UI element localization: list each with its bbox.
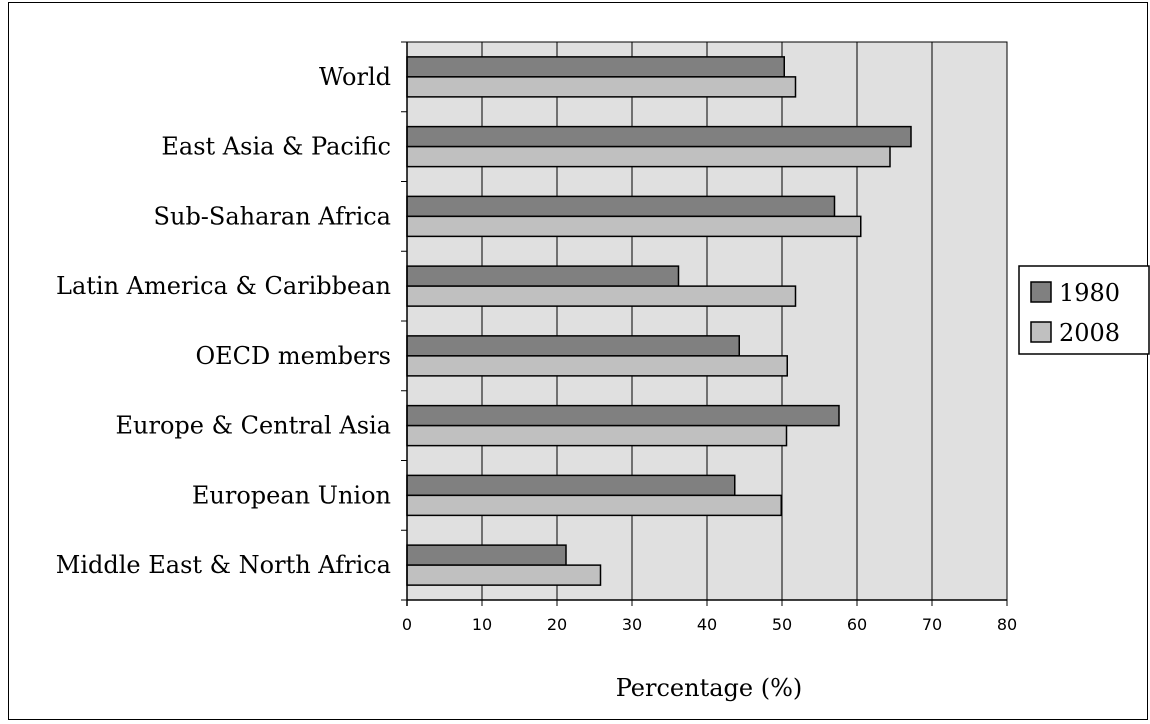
legend-label-2008: 2008 <box>1059 319 1120 347</box>
bar-1980-2 <box>406 195 836 218</box>
category-label-0: World <box>319 63 391 91</box>
bar-2008-5 <box>406 424 788 447</box>
bar-1980-0 <box>406 56 785 78</box>
category-label-1: East Asia & Pacific <box>161 133 391 161</box>
bar-1980-6 <box>406 474 736 497</box>
bar-2008-1 <box>406 145 891 168</box>
category-label-6: European Union <box>192 481 391 509</box>
category-label-2: Sub-Saharan Africa <box>154 202 391 230</box>
x-tick-label-80: 80 <box>997 615 1017 634</box>
x-tick-label-70: 70 <box>922 615 942 634</box>
axes: World East Asia & Pacific Sub-Saharan Afri… <box>56 41 1017 702</box>
bar-1980-1 <box>406 125 912 148</box>
category-label-4: OECD members <box>195 342 391 370</box>
x-tick-label-50: 50 <box>772 615 792 634</box>
bar-1980-3 <box>406 265 680 287</box>
legend-swatch-2008 <box>1030 321 1052 343</box>
bar-1980-7 <box>406 544 567 566</box>
bar-1980-5 <box>406 404 840 427</box>
x-tick-label-40: 40 <box>697 615 717 634</box>
x-tick-label-0: 0 <box>402 615 412 634</box>
legend-swatch-1980 <box>1030 281 1052 303</box>
bar-2008-3 <box>406 285 797 307</box>
bar-2008-6 <box>406 494 782 517</box>
x-tick-label-60: 60 <box>847 615 867 634</box>
plot-area <box>406 41 1008 601</box>
x-axis-title: Percentage (%) <box>616 674 803 702</box>
x-tick-label-30: 30 <box>622 615 642 634</box>
category-label-3: Latin America & Caribbean <box>56 272 391 300</box>
bar-1980-4 <box>406 335 740 357</box>
bar-2008-2 <box>406 215 862 238</box>
category-label-7: Middle East & North Africa <box>56 551 391 579</box>
legend-label-1980: 1980 <box>1059 279 1120 307</box>
bar-2008-7 <box>406 564 602 586</box>
bar-2008-4 <box>406 355 788 377</box>
x-tick-label-20: 20 <box>547 615 567 634</box>
legend: 1980 2008 <box>1018 265 1150 355</box>
x-tick-label-10: 10 <box>472 615 492 634</box>
category-label-5: Europe & Central Asia <box>116 412 391 440</box>
bar-2008-0 <box>406 76 797 98</box>
